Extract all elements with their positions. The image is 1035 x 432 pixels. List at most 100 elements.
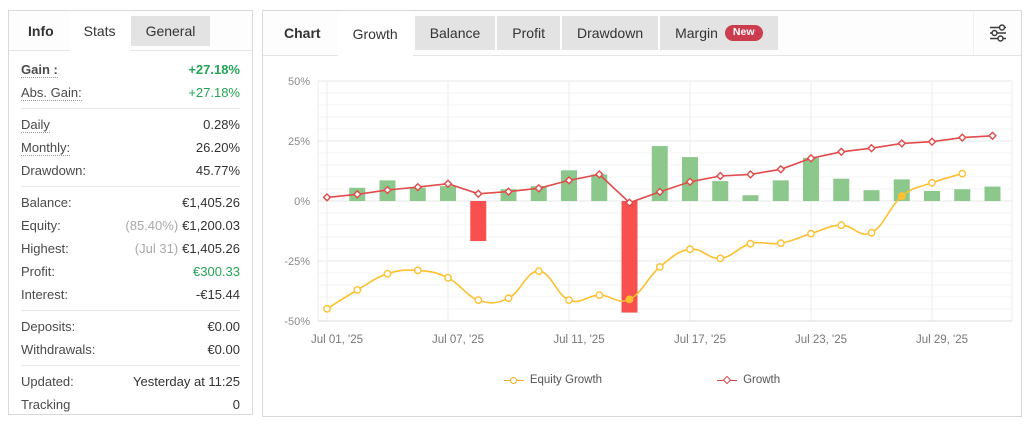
tab-general[interactable]: General (130, 15, 211, 46)
stat-label: Updated: (21, 374, 74, 389)
stat-value: €1,405.26 (182, 195, 240, 210)
stat-value-text: +27.18% (188, 85, 240, 100)
tab-info[interactable]: Info (13, 16, 69, 46)
stat-value: +27.18% (188, 62, 240, 77)
svg-text:Jul 23, '25: Jul 23, '25 (795, 334, 847, 346)
daily-bars (349, 146, 1001, 313)
stat-row-equity: Equity: (85.40%) €1,200.03 (21, 214, 240, 237)
tab-profit[interactable]: Profit (497, 16, 560, 50)
tab-drawdown[interactable]: Drawdown (561, 16, 659, 50)
stat-label: Equity: (21, 218, 61, 233)
stat-value-text: Yesterday at 11:25 (133, 374, 240, 389)
tab-chart[interactable]: Chart (269, 16, 336, 50)
stat-row-abs-gain: Abs. Gain: +27.18% (21, 81, 240, 104)
stat-label: Withdrawals: (21, 342, 96, 357)
svg-text:-25%: -25% (284, 256, 310, 268)
stat-row-balance: Balance: €1,405.26 (21, 191, 240, 214)
svg-text:-50%: -50% (284, 316, 310, 328)
section-divider (21, 108, 240, 109)
growth-chart: 50% 25% 0% -25% -50%Jul 01, '25 Jul 07, '25 Ju… (284, 76, 1013, 346)
legend-equity-growth[interactable]: Equity Growth (503, 374, 603, 386)
stat-row-withdrawals: Withdrawals: €0.00 (21, 338, 240, 361)
stat-row-interest: Interest: -€15.44 (21, 283, 240, 306)
stat-value: 0 (233, 397, 240, 412)
stat-value: 0.28% (203, 117, 240, 132)
stat-value: 26.20% (196, 140, 240, 155)
circle-marker-icon (503, 376, 524, 385)
section-divider (21, 310, 240, 311)
chart-legend: Equity Growth Growth (263, 361, 1021, 399)
tab-label: General (145, 22, 196, 39)
tab-label: Stats (83, 23, 116, 39)
stat-value-prefix: (Jul 31) (134, 241, 179, 256)
chart-panel: Chart Growth Balance Profit Drawdown Margin Ne… (262, 10, 1022, 417)
stat-value: €300.33 (193, 264, 240, 279)
stat-row-gain: Gain : +27.18% (21, 58, 240, 81)
section-divider (21, 186, 240, 187)
stat-value-prefix: (85.40%) (125, 218, 179, 233)
stat-value: 45.77% (196, 163, 240, 178)
tab-label: Chart (284, 25, 321, 41)
tab-balance[interactable]: Balance (414, 16, 496, 50)
svg-text:25%: 25% (288, 136, 310, 148)
tab-label: Balance (429, 25, 481, 41)
stat-value: -€15.44 (196, 287, 240, 302)
svg-text:Jul 01, '25: Jul 01, '25 (311, 334, 363, 346)
tab-label: Info (28, 22, 54, 39)
stat-row-highest: Highest: (Jul 31) €1,405.26 (21, 237, 240, 260)
svg-text:Jul 29, '25: Jul 29, '25 (916, 334, 968, 346)
stat-value: +27.18% (188, 85, 240, 100)
stat-value-text: 0.28% (203, 117, 240, 132)
growth-line (322, 131, 997, 208)
stats-tabbar: Info Stats General (9, 11, 252, 51)
stat-label[interactable]: Monthly: (21, 139, 71, 156)
stat-value-text: €1,405.26 (182, 195, 240, 210)
stat-label: Tracking (21, 397, 71, 412)
stat-label: Drawdown: (21, 163, 87, 178)
stat-value-text: +27.18% (188, 62, 240, 77)
axis-labels: 50% 25% 0% -25% -50%Jul 01, '25 Jul 07, '25 Ju… (284, 76, 968, 346)
chart-settings-button[interactable] (973, 11, 1021, 55)
svg-text:Jul 11, '25: Jul 11, '25 (553, 334, 604, 346)
stat-label[interactable]: Daily (21, 116, 50, 133)
svg-text:Jul 17, '25: Jul 17, '25 (674, 334, 726, 346)
new-badge: New (724, 25, 763, 41)
svg-text:0%: 0% (294, 196, 310, 208)
tab-growth[interactable]: Growth (337, 11, 413, 56)
stat-value-text: -€15.44 (195, 287, 240, 302)
stat-row-drawdown: Drawdown: 45.77% (21, 159, 240, 182)
tab-stats[interactable]: Stats (68, 11, 131, 51)
stat-value-text: €1,200.03 (182, 218, 240, 233)
tab-margin[interactable]: Margin New (660, 16, 778, 50)
stat-row-tracking: Tracking 0 (21, 393, 240, 416)
stat-value: €0.00 (207, 342, 240, 357)
stat-label: Balance: (21, 195, 72, 210)
tab-label: Profit (512, 25, 545, 41)
stat-value-text: 26.20% (195, 140, 240, 155)
stat-value: (85.40%) €1,200.03 (125, 218, 240, 233)
stat-value-text: €0.00 (207, 342, 240, 357)
stat-row-profit: Profit: €300.33 (21, 260, 240, 283)
stat-row-daily: Daily 0.28% (21, 113, 240, 136)
stat-value: €0.00 (207, 319, 240, 334)
legend-growth[interactable]: Growth (717, 374, 780, 386)
tab-label: Margin (675, 25, 718, 41)
chart-area: 50% 25% 0% -25% -50% Jul 01, '25 Jul 07, '25 Ju… (263, 56, 1021, 361)
legend-label: Equity Growth (529, 374, 603, 386)
stat-label[interactable]: Abs. Gain: (21, 84, 82, 101)
stat-label[interactable]: Gain : (21, 61, 58, 78)
stat-row-deposits: Deposits: €0.00 (21, 315, 240, 338)
stat-value: Yesterday at 11:25 (133, 374, 240, 389)
stat-value: (Jul 31) €1,405.26 (135, 241, 240, 256)
stat-label: Interest: (21, 287, 68, 302)
section-divider (21, 365, 240, 366)
stats-panel: Info Stats General Gain : +27.18% Abs. Gain:… (8, 10, 253, 415)
stats-list: Gain : +27.18% Abs. Gain: +27.18% Daily 0.28%… (9, 51, 252, 416)
legend-label: Growth (743, 374, 781, 386)
stat-label: Deposits: (21, 319, 76, 334)
tab-label: Drawdown (576, 25, 644, 41)
svg-text:Jul 07, '25: Jul 07, '25 (432, 334, 484, 346)
stat-value-text: 0 (232, 397, 240, 412)
equity-growth-line (323, 169, 967, 313)
